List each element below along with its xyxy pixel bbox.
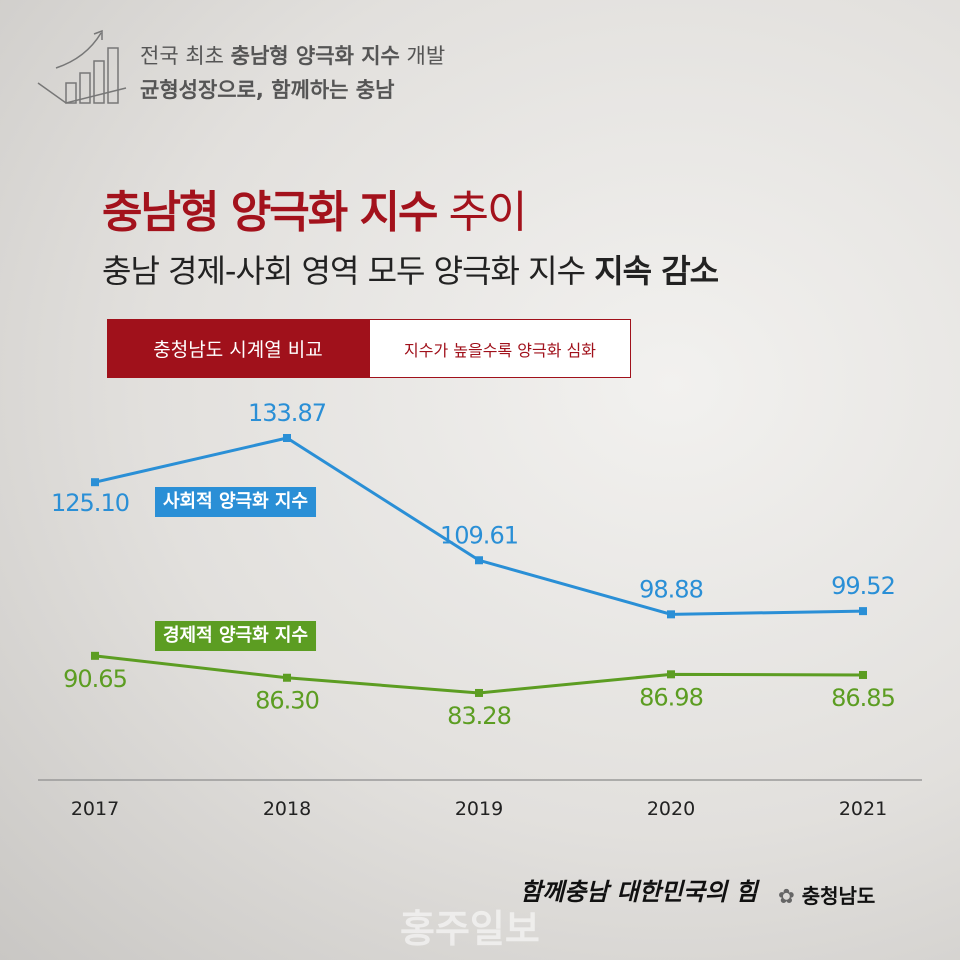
value-label: 86.98	[639, 683, 703, 711]
header-line1: 전국 최초 충남형 양극화 지수 개발	[140, 40, 445, 70]
header-bold: 충남형 양극화 지수	[230, 44, 400, 68]
value-label: 125.10	[51, 489, 129, 517]
point	[859, 670, 867, 679]
legend-label: 사회적 양극화 지수	[163, 491, 308, 512]
subtitle-main: 충남 경제-사회 영역 모두 양극화 지수	[102, 252, 586, 290]
legend-box	[155, 621, 317, 651]
point	[667, 610, 675, 619]
title-main: 충남형 양극화 지수	[102, 187, 438, 238]
value-label: 133.87	[248, 399, 326, 427]
value-label: 90.65	[63, 665, 127, 693]
slogan: 함께충남 대한민국의 힘	[520, 877, 758, 906]
legend-box	[155, 487, 317, 517]
header-text: 개발	[406, 44, 446, 68]
value-label: 86.85	[831, 684, 895, 712]
header-line2: 균형성장으로, 함께하는 충남	[140, 78, 395, 102]
point	[475, 556, 483, 565]
x-tick-label: 2017	[71, 798, 119, 820]
point	[475, 688, 483, 697]
value-label: 109.61	[440, 521, 518, 549]
series-line	[94, 654, 864, 695]
point	[283, 433, 291, 442]
org-logo: ✿	[778, 884, 795, 908]
x-tick-label: 2021	[839, 798, 887, 820]
subtitle: 충남 경제-사회 영역 모두 양극화 지수 지속 감소	[102, 246, 719, 292]
growth-icon	[37, 29, 127, 104]
x-tick-label: 2020	[647, 798, 695, 820]
x-tick-label: 2018	[263, 798, 311, 820]
point	[91, 478, 99, 487]
value-label: 98.88	[639, 575, 703, 603]
value-label: 99.52	[831, 572, 895, 600]
header-text: 전국 최초	[140, 44, 224, 68]
legend-label: 경제적 양극화 지수	[163, 625, 308, 646]
subtitle-bold: 지속 감소	[594, 252, 719, 290]
tab-active: 충청남도 시계열 비교	[107, 319, 369, 378]
org-text: 충청남도	[801, 884, 876, 908]
tab-note: 지수가 높을수록 양극화 심화	[369, 319, 631, 378]
value-label: 86.30	[255, 687, 319, 715]
org-name: ✿ 충청남도	[778, 880, 875, 909]
point	[667, 670, 675, 679]
value-label: 83.28	[447, 702, 511, 730]
watermark: 홍주일보	[400, 907, 540, 951]
title: 충남형 양극화 지수 추이	[102, 176, 527, 240]
title-rest: 추이	[448, 187, 527, 238]
point	[859, 607, 867, 616]
point	[283, 673, 291, 682]
x-tick-label: 2019	[455, 798, 503, 820]
point	[91, 651, 99, 660]
